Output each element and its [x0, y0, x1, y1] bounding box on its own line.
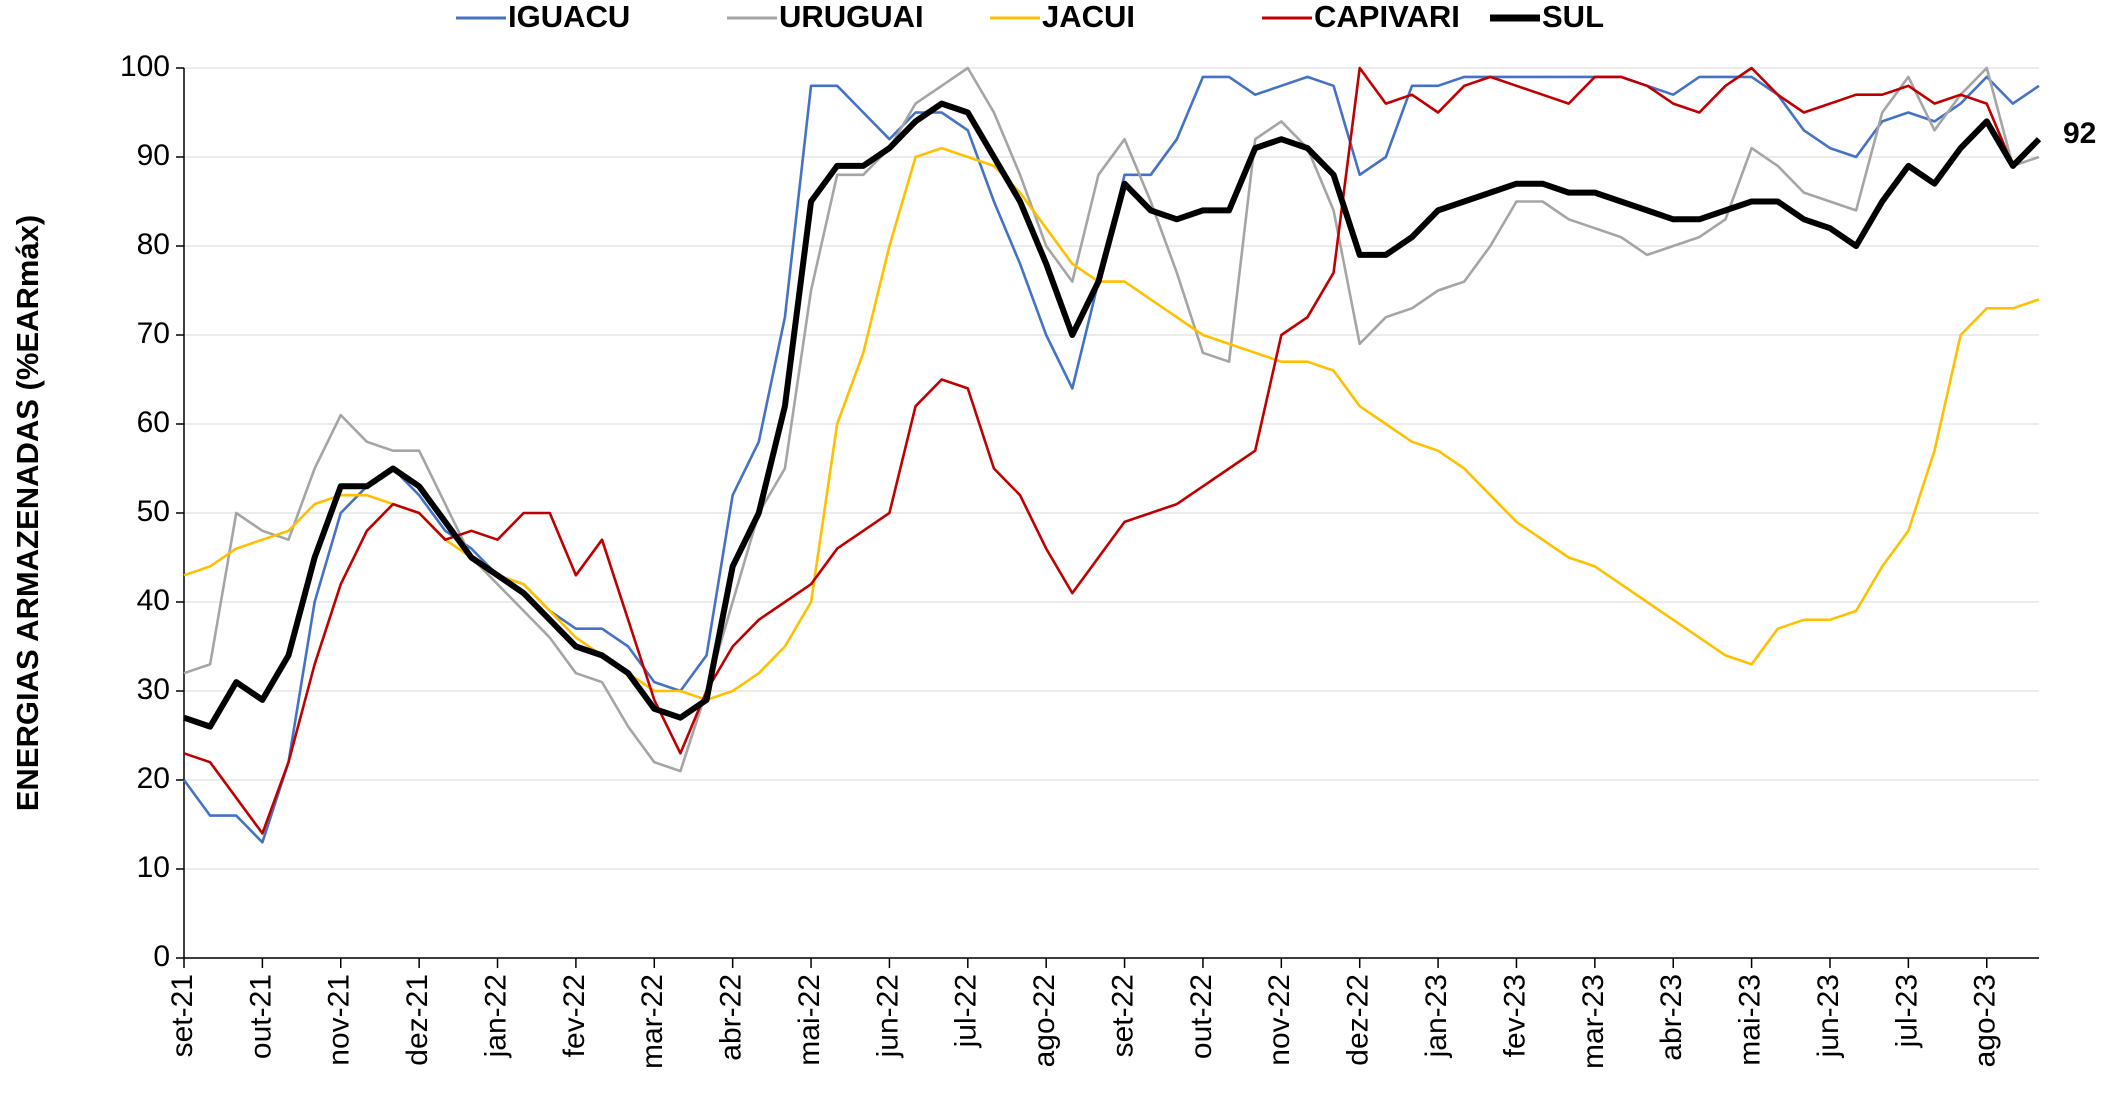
y-tick-label: 30: [137, 673, 170, 706]
legend-label: URUGUAI: [779, 0, 924, 34]
y-tick-label: 40: [137, 584, 170, 617]
y-tick-label: 50: [137, 495, 170, 528]
series-line: [182, 75, 2040, 844]
y-tick-label: 0: [153, 940, 170, 973]
x-tick-label: mai-22: [793, 974, 826, 1066]
x-tick-label: jun-23: [1812, 974, 1845, 1058]
x-tick-label: fev-22: [558, 974, 591, 1057]
x-tick-label: jun-22: [871, 974, 904, 1058]
x-tick-label: fev-23: [1498, 974, 1531, 1057]
x-tick-label: mai-23: [1734, 974, 1767, 1066]
end-label: 92: [2063, 117, 2096, 150]
x-tick-label: jul-23: [1890, 974, 1923, 1048]
x-tick-label: dez-22: [1342, 974, 1375, 1066]
x-tick-label: jul-22: [950, 974, 983, 1048]
y-axis-label: ENERGIAS ARMAZENADAS (%EARmáx): [10, 215, 45, 812]
x-tick-label: set-21: [166, 974, 199, 1057]
legend-label: JACUI: [1042, 0, 1135, 34]
x-tick-label: nov-22: [1263, 974, 1296, 1066]
series-line: [183, 66, 2040, 835]
y-tick-label: 80: [137, 228, 170, 261]
y-tick-label: 100: [120, 50, 170, 83]
legend-label: IGUACU: [508, 0, 630, 34]
x-tick-label: out-22: [1185, 974, 1218, 1059]
x-tick-label: jan-23: [1420, 974, 1453, 1058]
series-line: [183, 100, 2042, 730]
series-line: [183, 66, 2040, 773]
y-tick-label: 20: [137, 762, 170, 795]
y-tick-label: 90: [137, 139, 170, 172]
x-tick-label: abr-22: [715, 974, 748, 1061]
legend-label: CAPIVARI: [1314, 0, 1460, 34]
x-tick-label: mar-22: [636, 974, 669, 1069]
x-tick-label: nov-21: [323, 974, 356, 1066]
y-tick-label: 60: [137, 406, 170, 439]
x-tick-label: mar-23: [1577, 974, 1610, 1069]
x-tick-label: dez-21: [401, 974, 434, 1066]
y-tick-label: 10: [137, 851, 170, 884]
legend-label: SUL: [1542, 0, 1604, 34]
x-tick-label: set-22: [1106, 974, 1139, 1057]
x-tick-label: jan-22: [479, 974, 512, 1058]
x-tick-label: abr-23: [1655, 974, 1688, 1061]
x-tick-label: ago-23: [1969, 974, 2002, 1067]
x-tick-label: out-21: [244, 974, 277, 1059]
y-tick-label: 70: [137, 317, 170, 350]
x-tick-label: ago-22: [1028, 974, 1061, 1067]
